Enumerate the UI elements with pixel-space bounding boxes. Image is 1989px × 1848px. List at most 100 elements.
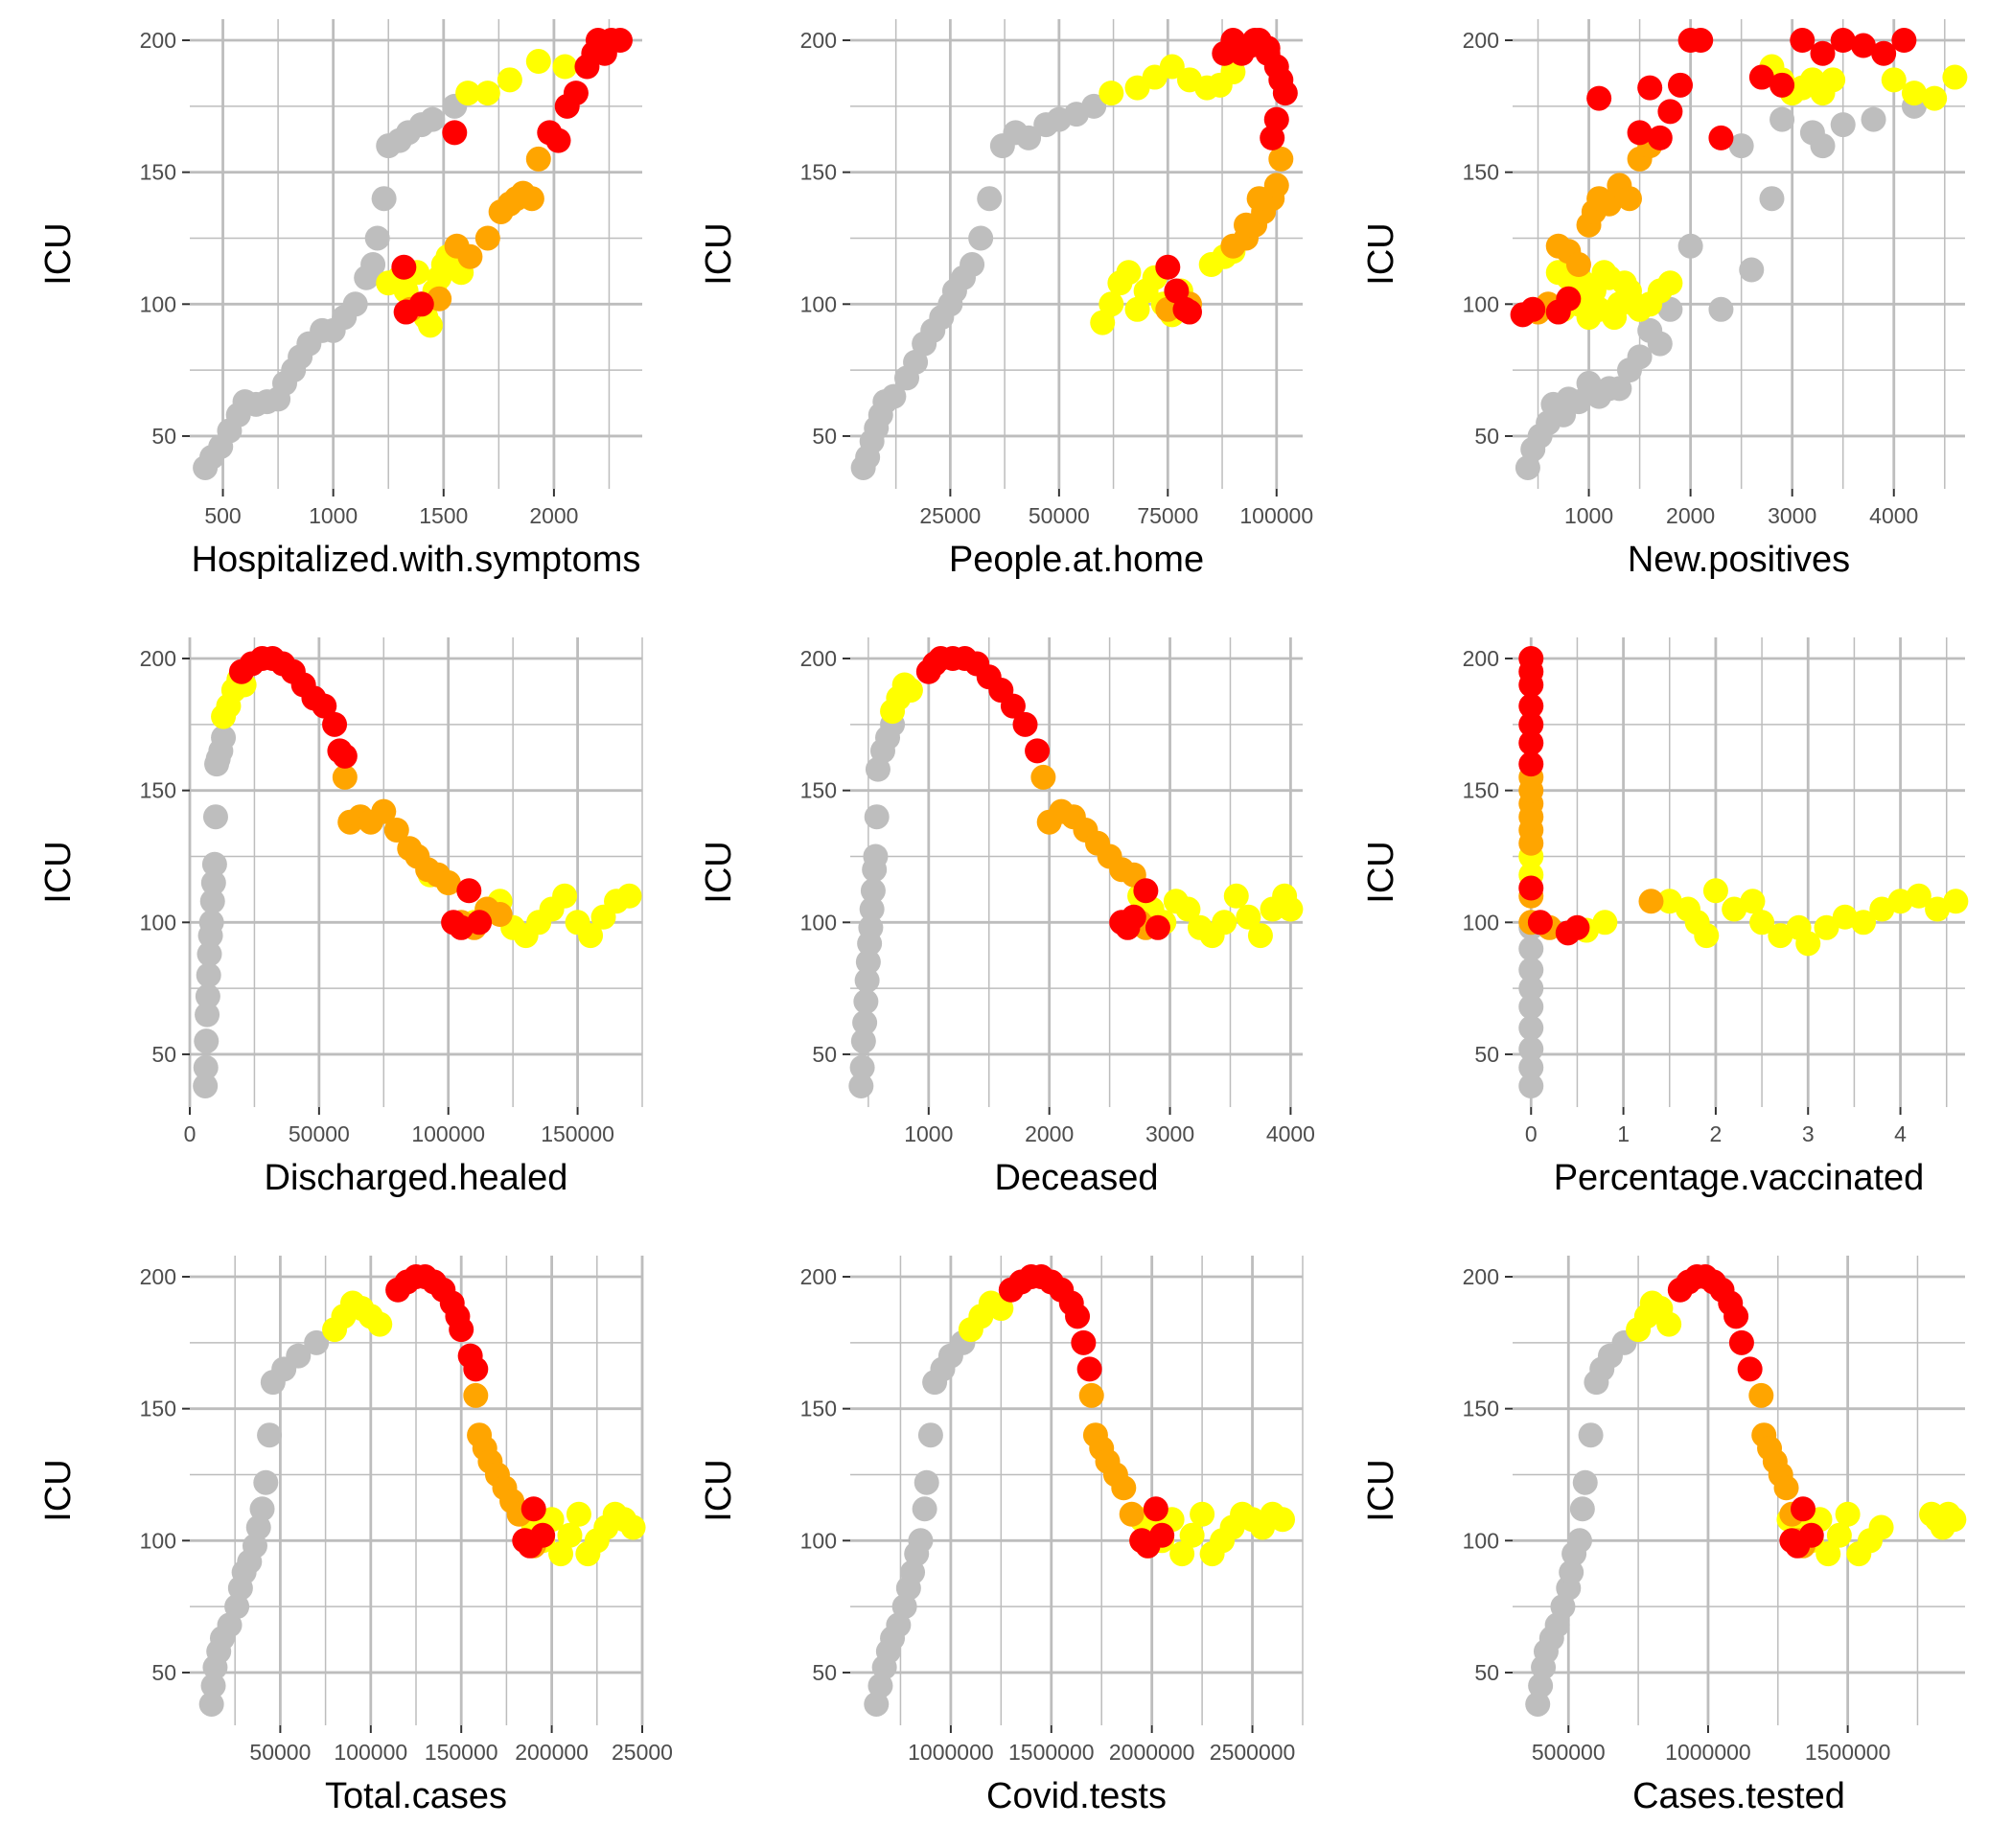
data-point [1740,889,1766,914]
data-point [1773,1475,1799,1501]
panel-grid [1513,637,1965,1107]
data-point [487,902,513,928]
x-tick-label: 3000 [1768,503,1816,528]
x-tick-label: 1500000 [1008,1740,1095,1765]
data-point [196,962,221,988]
x-tick-label: 1500 [419,503,468,528]
data-point [342,291,368,317]
scatter-panel: 50000 100000 150000 200000 25000 50 100 150 200 T… [38,1256,673,1816]
x-tick-label: 4 [1894,1121,1907,1146]
data-point [1749,910,1775,936]
data-point [1830,28,1856,54]
x-tick-label: 75000 [1137,503,1198,528]
data-point [1518,1073,1544,1098]
data-point [525,49,551,75]
data-point [1016,125,1042,150]
data-point [1520,296,1546,322]
data-point [1143,1496,1168,1522]
data-point [607,28,633,54]
points-layer [850,28,1298,480]
data-point [420,106,446,132]
data-point [1071,1329,1097,1355]
data-point [1569,1496,1595,1522]
data-point [1708,296,1734,322]
data-point [548,1541,574,1567]
data-point [1268,146,1294,172]
data-point [1278,896,1304,922]
data-point [1723,1304,1749,1329]
data-point [1616,186,1642,212]
data-point [1518,830,1544,856]
x-tick-label: 200000 [515,1740,589,1765]
data-point [1627,344,1653,370]
y-tick-label: 200 [140,1264,176,1289]
data-point [1728,133,1754,159]
data-point [855,949,881,975]
y-tick-label: 200 [140,646,176,671]
y-tick-label: 100 [800,291,837,316]
data-point [1220,59,1246,85]
data-point [1518,1036,1544,1062]
data-point [1559,1559,1584,1585]
y-tick-label: 200 [1463,646,1499,671]
y-tick-label: 100 [1463,910,1499,935]
x-tick-label: 25000 [919,503,981,528]
data-point [1255,35,1281,61]
data-point [1155,296,1181,322]
data-point [1728,1329,1754,1355]
panel-grid [850,637,1303,1107]
scatter-panel: 1000000 1500000 2000000 2500000 50 100 150 200 C… [699,1256,1304,1816]
data-point [198,910,224,936]
x-tick-label: 0 [184,1121,197,1146]
y-tick-label: 150 [140,778,176,803]
data-point [908,1528,934,1554]
data-point [620,1514,646,1540]
data-point [1155,254,1181,280]
data-point [520,1496,546,1522]
y-axis-title: ICU [1361,222,1401,285]
scatter-panel: 0 50000 100000 150000 50 100 150 200 Discharged.… [38,637,643,1198]
x-tick-label: 2000000 [1109,1740,1195,1765]
x-axis-title: Cases.tested [1632,1776,1845,1816]
data-point [1868,1514,1894,1540]
data-point [849,1054,875,1080]
data-point [1272,81,1298,106]
y-axis-title: ICU [38,1459,79,1521]
data-point [474,225,500,251]
data-point [1081,93,1107,119]
data-point [1657,99,1683,125]
points-layer [1518,646,1969,1098]
data-point [1518,711,1544,737]
data-point [193,1073,219,1098]
data-point [1236,904,1261,930]
data-point [1668,72,1694,98]
data-point [1791,1496,1816,1522]
data-point [1270,1507,1296,1533]
data-point [1518,1015,1544,1041]
data-point [198,1691,224,1717]
data-point [616,883,642,909]
x-tick-label: 25000 [612,1740,673,1765]
y-axis-title: ICU [38,841,79,903]
data-point [1578,1422,1604,1448]
data-point [1190,1501,1215,1527]
data-point [371,186,397,212]
data-point [1518,1054,1544,1080]
points-layer [848,646,1304,1098]
data-point [1078,1382,1104,1408]
x-tick-label: 3 [1802,1121,1815,1146]
data-point [903,349,929,375]
y-tick-label: 200 [800,28,837,53]
y-tick-label: 100 [1463,1528,1499,1553]
data-point [1260,125,1285,150]
data-point [1851,910,1877,936]
x-tick-label: 2000 [1025,1121,1074,1146]
y-tick-label: 100 [140,910,176,935]
data-point [332,764,358,790]
data-point [525,146,551,172]
data-point [1943,889,1969,914]
y-tick-label: 200 [140,28,176,53]
data-point [253,1469,279,1495]
